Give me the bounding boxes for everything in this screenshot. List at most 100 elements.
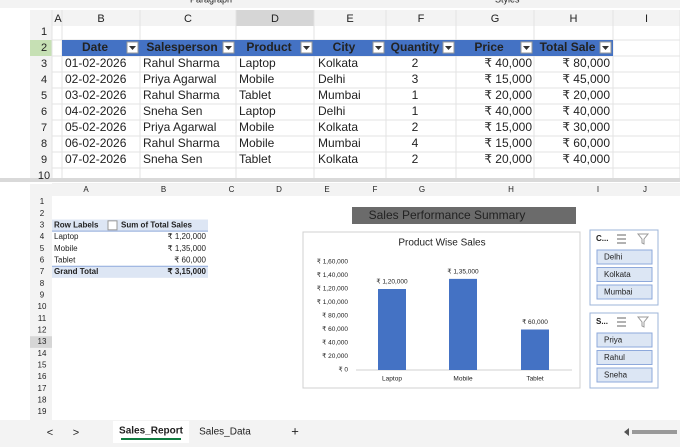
column-header-bar [30,184,680,196]
multiselect-icon[interactable] [617,234,626,244]
column-letter: H [508,185,514,194]
bar [521,329,549,370]
table-cell: ₹ 45,000 [562,72,610,86]
table-cell: 03-02-2026 [65,88,127,102]
y-tick-label: ₹ 1,20,000 [317,285,349,293]
row-number: 16 [38,372,47,381]
row-number: 10 [38,302,47,311]
row-number: 2 [41,42,47,54]
row-number: 11 [38,314,47,323]
slicer-item[interactable] [596,332,653,348]
table-cell: Mumbai [318,88,361,102]
table-cell: 1 [412,104,419,118]
table-cell: Delhi [318,72,345,86]
table-cell: ₹ 20,000 [562,88,610,102]
filter-arrow [129,46,136,50]
table-cell: ₹ 15,000 [484,72,532,86]
selected-column-header [236,10,314,26]
y-tick-label: ₹ 1,40,000 [317,271,349,279]
pivot-value: ₹ 1,20,000 [168,232,207,241]
slicer-item[interactable] [596,284,653,300]
pivot-header-fill [52,219,208,232]
x-tick-label: Mobile [453,376,473,383]
slicer-item[interactable] [596,350,653,365]
pivot-total-fill [52,266,208,278]
filter-arrow [445,46,452,50]
ribbon-label: Styles [495,0,520,4]
table-cell: 05-02-2026 [65,120,127,134]
column-letter: G [491,13,500,25]
column-letter: I [645,13,648,25]
row-number: 4 [40,232,45,241]
pivot-total-value: ₹ 3,15,000 [168,267,207,276]
pivot-value: ₹ 1,35,000 [168,244,207,253]
row-number: 2 [40,209,45,218]
x-tick-label: Laptop [382,376,402,383]
column-letter: E [346,13,353,25]
table-cell: ₹ 20,000 [484,152,532,166]
table-cell: ₹ 40,000 [562,152,610,166]
row-number: 15 [38,360,47,369]
x-tick-label: Tablet [526,376,544,383]
clear-filter-icon[interactable] [636,233,650,245]
slicer-item[interactable] [596,367,653,383]
table-cell: Mumbai [318,136,361,150]
pivot-filter-button[interactable] [107,220,118,231]
slicer-item[interactable] [596,249,653,265]
slicer-title: S... [596,317,608,326]
row-number: 5 [41,90,47,102]
table-cell: 01-02-2026 [65,56,127,70]
slicer-item-label: Delhi [604,253,622,262]
table-cell: Kolkata [318,120,358,134]
slicer-item-label: Mumbai [604,288,633,297]
table-header: Date [82,40,108,54]
y-tick-label: ₹ 20,000 [322,352,348,360]
column-letter: A [54,13,62,25]
row-number: 6 [41,106,47,118]
data-label: ₹ 1,35,000 [447,268,479,276]
table-cell: Tablet [239,88,272,102]
pivot-header: Row Labels [54,220,99,229]
row-number: 5 [40,244,45,253]
ribbon-label: Paragraph [190,0,232,4]
column-letter: F [418,13,425,25]
row-number: 1 [41,26,47,38]
y-tick-label: ₹ 80,000 [322,312,348,320]
table-cell: 2 [412,120,419,134]
filter-arrow [303,46,310,50]
table-cell: Kolkata [318,56,358,70]
table-cell: Rahul Sharma [143,136,220,150]
row-number: 19 [38,407,47,416]
scroll-control[interactable] [624,428,629,436]
split-bar [0,178,680,182]
data-label: ₹ 60,000 [522,318,548,326]
slicer-item-label: Kolkata [604,270,631,279]
table-header-fill [62,40,613,56]
row-number: 12 [38,325,47,334]
table-cell: ₹ 20,000 [484,88,532,102]
column-letter: I [597,185,599,194]
pivot-total-label: Grand Total [54,267,98,276]
active-tab[interactable] [113,421,189,443]
bar [378,289,406,370]
row-number: 3 [41,58,47,70]
slicer-item[interactable] [596,267,653,282]
column-letter: D [276,185,282,194]
table-cell: Tablet [239,152,272,166]
table-cell: ₹ 60,000 [562,136,610,150]
table-cell: 04-02-2026 [65,104,127,118]
summary-title-box [352,207,576,224]
multiselect-icon[interactable] [617,317,626,327]
scroll-thumb[interactable] [632,430,677,434]
table-cell: Rahul Sharma [143,88,220,102]
row-number: 14 [38,349,47,358]
row-number: 8 [41,138,47,150]
column-letter: C [229,185,235,194]
row-number: 18 [38,395,47,404]
row-number: 7 [41,122,47,134]
filter-arrow [375,46,382,50]
clear-filter-icon[interactable] [636,316,650,328]
row-number: 8 [40,279,45,288]
tab-bar [0,420,680,447]
